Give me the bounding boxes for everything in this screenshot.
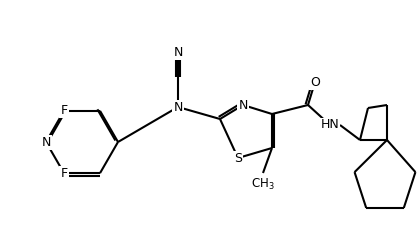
Text: N: N [173, 101, 183, 114]
Text: S: S [234, 152, 242, 164]
Text: CH$_3$: CH$_3$ [251, 177, 275, 192]
Text: N: N [238, 98, 248, 112]
Text: N: N [41, 136, 51, 148]
Text: F: F [60, 104, 68, 117]
Text: F: F [60, 167, 68, 180]
Text: O: O [310, 76, 320, 88]
Text: N: N [173, 45, 183, 59]
Text: HN: HN [321, 119, 339, 131]
